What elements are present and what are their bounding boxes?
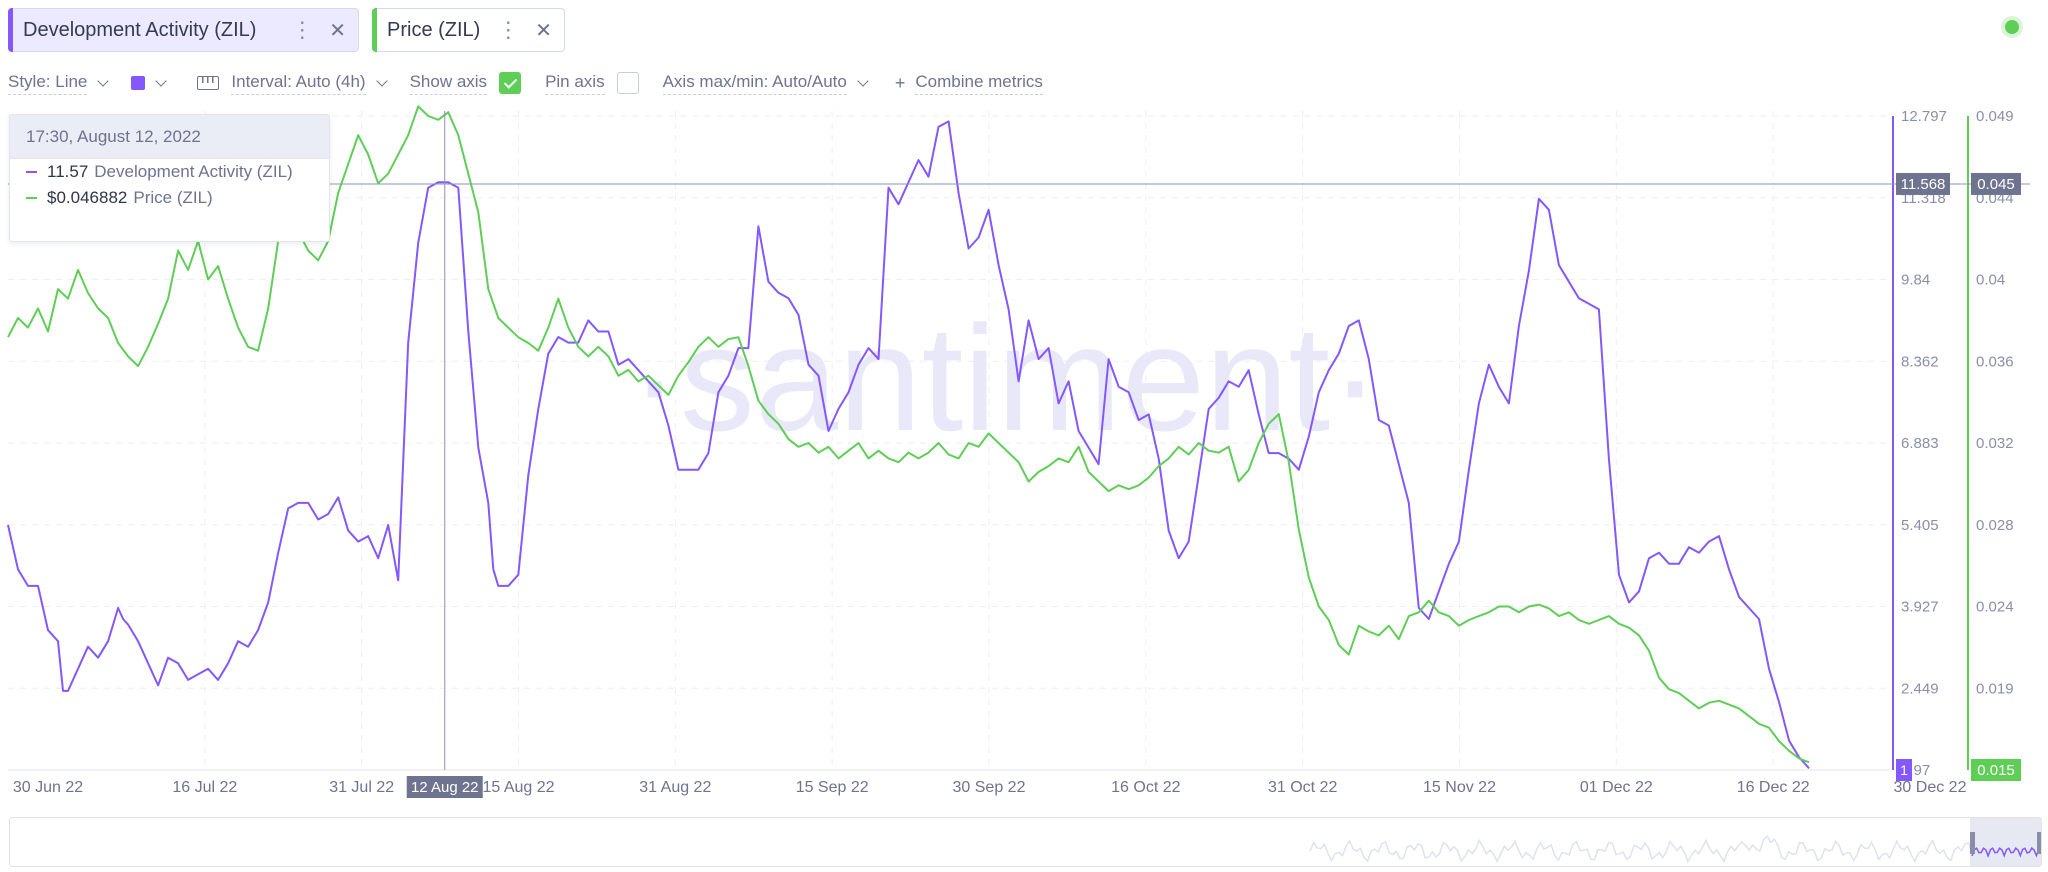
left-value-badge [1896, 172, 1950, 195]
color-picker[interactable] [131, 74, 168, 90]
tab-price[interactable]: Price (ZIL) ⋮ ✕ [372, 8, 565, 52]
interval-dropdown[interactable]: Interval: Auto (4h) [197, 72, 388, 95]
santiment-watermark: ·santiment· [630, 294, 1380, 462]
axis-maxmin-label: Axis max/min: Auto/Auto [662, 72, 847, 95]
x-axis-tick: 31 Oct 22 [1268, 779, 1337, 796]
left-last-label: 1 [1900, 762, 1908, 778]
more-options-icon[interactable]: ⋮ [291, 17, 314, 42]
right-axis-tick: 0.036 [1976, 353, 2014, 370]
ruler-icon [197, 76, 220, 90]
grid [8, 111, 1890, 771]
crosshair-date-badge [406, 776, 483, 798]
right-last-badge [1971, 759, 2021, 781]
crosshair: 12 Aug 22 11.568 0.045 1 0.015 [8, 111, 2030, 798]
x-axis-tick: 15 Nov 22 [1423, 779, 1496, 796]
right-axis-tick: 0.024 [1976, 599, 2014, 616]
x-axis-tick: 31 Jul 22 [329, 779, 394, 796]
combine-metrics-label: Combine metrics [915, 72, 1043, 95]
x-axis-tick: 30 Jun 22 [13, 779, 83, 796]
tab-development-activity[interactable]: Development Activity (ZIL) ⋮ ✕ [8, 8, 359, 52]
show-axis-checkbox[interactable] [499, 72, 522, 94]
left-last-badge [1896, 759, 1912, 781]
left-axis-tick: 2.449 [1901, 680, 1939, 697]
x-axis-tick: 15 Aug 22 [482, 779, 554, 796]
live-status-dot [2005, 20, 2019, 34]
tooltip-row-dev: 11.57 Development Activity (ZIL) [10, 159, 329, 185]
series-lines [7, 105, 1810, 769]
pin-axis-toggle[interactable]: Pin axis [545, 72, 639, 95]
x-axis-tick: 16 Dec 22 [1737, 779, 1810, 796]
x-axis-tick: 15 Sep 22 [796, 779, 869, 796]
right-axis-tick: 0.04 [1976, 272, 2005, 289]
crosshair-tooltip: 17:30, August 12, 2022 11.57 Development… [9, 114, 330, 242]
x-axis-tick: 30 Dec 22 [1894, 779, 1967, 796]
navigator-window [1970, 818, 2041, 866]
right-axis-tick: 0.028 [1976, 517, 2014, 534]
tooltip-value: 11.57 [47, 162, 89, 181]
left-axis-tick: 6.883 [1901, 435, 1939, 452]
show-axis-toggle[interactable]: Show axis [409, 72, 522, 95]
x-axis-tick: 01 Dec 22 [1580, 779, 1653, 796]
right-value-label: 0.045 [1977, 176, 2015, 193]
navigator-window-line [1971, 846, 2041, 859]
right-axis-tick: 0.019 [1976, 680, 2014, 697]
navigator-line [1309, 835, 2031, 864]
tab-label: Development Activity (ZIL) [23, 18, 257, 41]
plus-icon: + [894, 72, 906, 93]
close-icon[interactable]: ✕ [329, 19, 346, 42]
tab-label: Price (ZIL) [387, 18, 481, 41]
right-value-badge [1971, 172, 2021, 195]
navigator-handle-left [1970, 832, 1975, 854]
axis-maxmin-dropdown[interactable]: Axis max/min: Auto/Auto [662, 72, 869, 95]
interval-label: Interval: Auto (4h) [231, 72, 366, 95]
x-axis-tick: 31 Aug 22 [639, 779, 711, 796]
x-axis-tick: 30 Sep 22 [953, 779, 1026, 796]
color-swatch [131, 76, 146, 90]
style-dropdown[interactable]: Style: Line [8, 72, 110, 95]
dev-activity-line [7, 120, 1810, 769]
price-line [7, 105, 1810, 764]
right-last-label: 0.015 [1977, 762, 2015, 779]
pin-axis-label: Pin axis [545, 72, 605, 95]
right-axis-tick: 0.049 [1976, 108, 2014, 125]
tooltip-date: 17:30, August 12, 2022 [10, 115, 329, 159]
style-label: Style: Line [8, 72, 88, 95]
tooltip-row-price: $0.046882 Price (ZIL) [10, 185, 329, 211]
series-marker [26, 197, 37, 199]
navigator-handle-right [2037, 832, 2041, 854]
x-axis-tick: 16 Jul 22 [172, 779, 237, 796]
tooltip-value: $0.046882 [47, 188, 128, 207]
combine-metrics-button[interactable]: + Combine metrics [895, 72, 1043, 95]
pin-axis-checkbox[interactable] [616, 72, 639, 94]
chart-toolbar: Style: Line Interval: Auto (4h) Show axi… [8, 70, 1043, 96]
left-axis-tick: 9.84 [1901, 272, 1930, 289]
metric-tabs: Development Activity (ZIL) ⋮ ✕ Price (ZI… [8, 8, 565, 52]
left-axis-tick: 5.405 [1901, 517, 1939, 534]
right-axis-tick: 0.032 [1976, 435, 2014, 452]
tooltip-series-name: Development Activity (ZIL) [94, 162, 293, 181]
left-axis-tick: 3.927 [1901, 599, 1939, 616]
crosshair-date-label: 12 Aug 22 [411, 779, 479, 796]
left-axis-tick: 8.362 [1901, 353, 1939, 370]
navigator-overview [1309, 818, 2041, 866]
close-icon[interactable]: ✕ [535, 19, 552, 42]
show-axis-label: Show axis [409, 72, 488, 95]
tooltip-series-name: Price (ZIL) [133, 188, 213, 207]
series-marker [26, 171, 37, 173]
x-axis-tick: 16 Oct 22 [1111, 779, 1180, 796]
more-options-icon[interactable]: ⋮ [497, 17, 520, 42]
left-value-label: 11.568 [1901, 176, 1946, 193]
axes: 12.79711.3189.848.3626.8835.4053.9272.44… [1892, 108, 2014, 779]
range-navigator[interactable] [9, 817, 2042, 867]
x-axis: 30 Jun 22 16 Jul 22 31 Jul 22 15 Aug 22 31 A… [13, 779, 1967, 796]
left-axis-tick: 12.797 [1901, 108, 1947, 125]
